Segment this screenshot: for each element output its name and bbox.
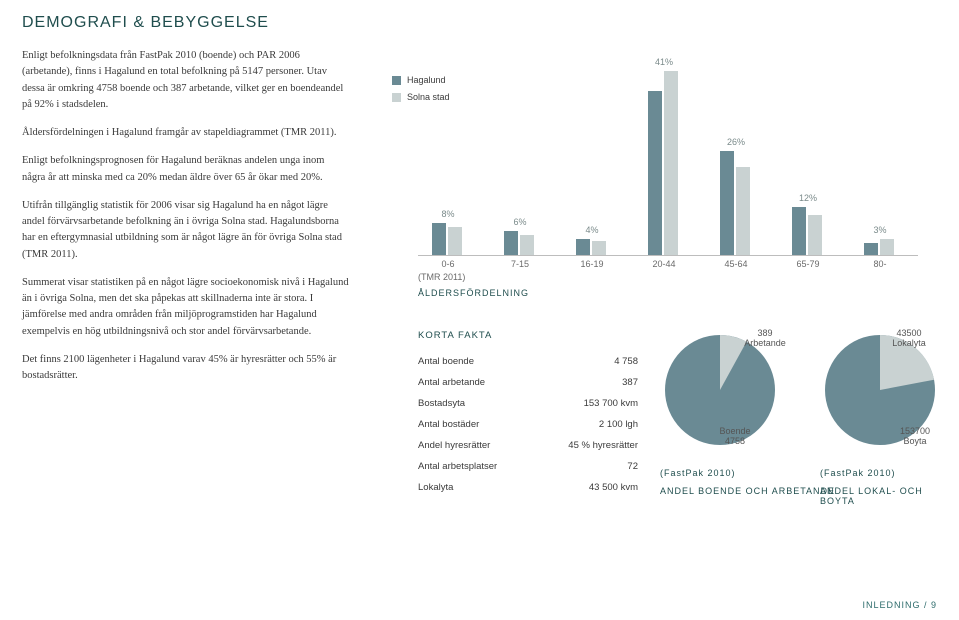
- page-footer: INLEDNING / 9: [862, 600, 937, 610]
- bar-value-label: 8%: [418, 209, 478, 219]
- bar-category-label: 16-19: [556, 259, 628, 269]
- fact-label: Antal arbetande: [418, 377, 485, 388]
- chart-source: (TMR 2011): [418, 272, 465, 282]
- bar-hagalund: [864, 243, 878, 255]
- bar-hagalund: [576, 239, 590, 255]
- pie-slice-label: 389Arbetande: [730, 328, 800, 348]
- bar-group: 26%45-64: [706, 55, 766, 255]
- bar-solna: [592, 241, 606, 255]
- fact-label: Lokalyta: [418, 482, 453, 493]
- bar-solna: [880, 239, 894, 255]
- bar-group: 8%0-6: [418, 55, 478, 255]
- paragraph: Enligt befolkningsprognosen för Hagalund…: [22, 153, 350, 186]
- bar-solna: [520, 235, 534, 255]
- bar-group: 12%65-79: [778, 55, 838, 255]
- bar-value-label: 3%: [850, 225, 910, 235]
- bar-solna: [808, 215, 822, 255]
- bar-group: 3%80-: [850, 55, 910, 255]
- bar-solna: [736, 167, 750, 255]
- fact-value: 153 700 kvm: [584, 398, 638, 409]
- paragraph: Utifrån tillgänglig statistik för 2006 v…: [22, 198, 350, 263]
- bar-solna: [664, 71, 678, 255]
- page: DEMOGRAFI & BEBYGGELSE Enligt befolkning…: [0, 0, 959, 620]
- bar-category-label: 7-15: [484, 259, 556, 269]
- paragraph: Summerat visar statistiken på en något l…: [22, 275, 350, 340]
- bar-hagalund: [504, 231, 518, 255]
- fact-label: Antal bostäder: [418, 419, 479, 430]
- fact-value: 45 % hyresrätter: [568, 440, 638, 451]
- fact-value: 4 758: [614, 356, 638, 367]
- paragraph: Enligt befolkningsdata från FastPak 2010…: [22, 48, 350, 113]
- pie-source: (FastPak 2010): [820, 468, 896, 478]
- fact-value: 72: [627, 461, 638, 472]
- pie-title: ANDEL LOKAL- OCH BOYTA: [820, 486, 959, 506]
- bar-group: 41%20-44: [634, 55, 694, 255]
- bar-hagalund: [432, 223, 446, 255]
- bar-hagalund: [720, 151, 734, 255]
- paragraph: Det finns 2100 lägenheter i Hagalund var…: [22, 352, 350, 385]
- bar-group: 6%7-15: [490, 55, 550, 255]
- facts-title: KORTA FAKTA: [418, 330, 638, 341]
- body-column: Enligt befolkningsdata från FastPak 2010…: [22, 48, 350, 397]
- pie-slice-label: 153700Boyta: [880, 426, 950, 446]
- bar-category-label: 20-44: [628, 259, 700, 269]
- bar-value-label: 41%: [634, 57, 694, 67]
- bar-category-label: 45-64: [700, 259, 772, 269]
- bar-category-label: 0-6: [412, 259, 484, 269]
- chart-axis: [418, 255, 918, 256]
- chart-title: ÅLDERSFÖRDELNING: [418, 288, 529, 298]
- age-distribution-chart: (TMR 2011) ÅLDERSFÖRDELNING 8%0-66%7-154…: [388, 20, 928, 290]
- bar-value-label: 12%: [778, 193, 838, 203]
- fact-row: Lokalyta 43 500 kvm: [418, 477, 638, 498]
- pie-slice-label: 43500Lokalyta: [874, 328, 944, 348]
- fact-value: 2 100 lgh: [599, 419, 638, 430]
- bar-value-label: 4%: [562, 225, 622, 235]
- fact-row: Antal boende 4 758: [418, 351, 638, 372]
- bar-value-label: 6%: [490, 217, 550, 227]
- pie-source: (FastPak 2010): [660, 468, 736, 478]
- paragraph: Åldersfördelningen i Hagalund framgår av…: [22, 125, 350, 141]
- bar-category-label: 80-: [844, 259, 916, 269]
- bar-value-label: 26%: [706, 137, 766, 147]
- fact-label: Antal arbetsplatser: [418, 461, 497, 472]
- fact-label: Andel hyresrätter: [418, 440, 490, 451]
- bar-group: 4%16-19: [562, 55, 622, 255]
- bar-hagalund: [648, 91, 662, 255]
- fact-label: Bostadsyta: [418, 398, 465, 409]
- fact-row: Andel hyresrätter 45 % hyresrätter: [418, 435, 638, 456]
- bar-hagalund: [792, 207, 806, 255]
- fact-row: Bostadsyta 153 700 kvm: [418, 393, 638, 414]
- pie-title: ANDEL BOENDE OCH ARBETANDE: [660, 486, 835, 496]
- fact-value: 387: [622, 377, 638, 388]
- bar-category-label: 65-79: [772, 259, 844, 269]
- bar-solna: [448, 227, 462, 255]
- fact-label: Antal boende: [418, 356, 474, 367]
- pie-slice-label: Boende4758: [700, 426, 770, 446]
- section-heading: DEMOGRAFI & BEBYGGELSE: [22, 14, 269, 32]
- fact-value: 43 500 kvm: [589, 482, 638, 493]
- fact-row: Antal bostäder 2 100 lgh: [418, 414, 638, 435]
- fact-row: Antal arbetande 387: [418, 372, 638, 393]
- facts-table: KORTA FAKTA Antal boende 4 758 Antal arbet…: [418, 330, 638, 498]
- fact-row: Antal arbetsplatser 72: [418, 456, 638, 477]
